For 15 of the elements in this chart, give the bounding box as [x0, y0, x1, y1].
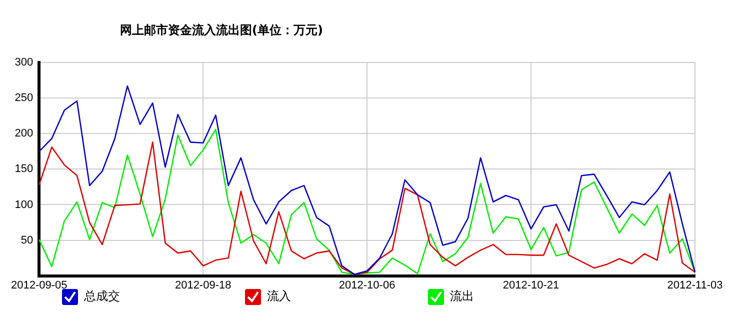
y-tick-label: 100	[14, 198, 34, 211]
legend-label: 流入	[267, 288, 291, 305]
y-tick-label: 50	[20, 234, 34, 246]
x-tick-label: 2012-09-18	[174, 279, 232, 292]
legend-label: 总成交	[84, 288, 120, 305]
x-tick-label: 2012-10-21	[502, 279, 560, 292]
y-tick-label: 150	[14, 163, 34, 176]
y-tick-label: 200	[14, 128, 34, 140]
x-tick-label: 2012-10-06	[338, 279, 396, 292]
x-tick-label: 2012-09-05	[10, 279, 68, 292]
y-tick-label: 300	[14, 56, 34, 69]
x-tick-label: 2012-11-03	[667, 279, 723, 292]
y-tick-label: 250	[14, 92, 34, 104]
chart-title: 网上邮市资金流入流出图(单位：万元)	[120, 22, 323, 39]
legend-label: 流出	[450, 288, 474, 305]
